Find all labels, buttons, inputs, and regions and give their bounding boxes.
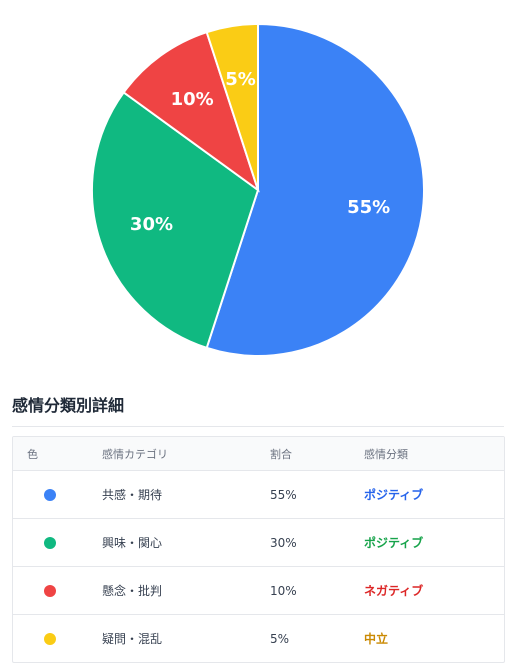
category-cell: 懸念・批判 [102,566,270,615]
category-cell: 疑問・混乱 [102,632,163,646]
table-row: 懸念・批判 10% ネガティブ [13,566,504,615]
details-table-container: 色 感情カテゴリ 割合 感情分類 共感・期待 55% ポジティブ 興味・関心 3… [12,436,505,663]
color-dot [44,537,56,549]
ratio-cell: 10% [270,566,364,615]
details-table: 色 感情カテゴリ 割合 感情分類 共感・期待 55% ポジティブ 興味・関心 3… [13,437,504,662]
ratio-cell: 30% [270,518,364,567]
sentiment-cell: 中立 [364,632,389,646]
slice-concern [122,30,260,193]
ratio-cell: 5% [270,631,290,646]
slice-percent-label: 30% [130,214,173,235]
slice-question [205,22,259,191]
color-dot [44,585,56,597]
table-row: 疑問・混乱 5% 中立 [13,615,504,663]
header-ratio: 割合 [270,437,364,471]
header-color: 色 [13,437,102,471]
slice-percent-label: 10% [171,89,214,110]
color-dot [44,489,56,501]
sentiment-cell: ポジティブ [364,470,504,519]
sentiment-cell: ネガティブ [364,566,504,615]
slice-percent-label: 55% [347,197,390,218]
table-header-row: 色 感情カテゴリ 割合 感情分類 [13,437,504,471]
header-category: 感情カテゴリ [102,437,270,471]
ratio-cell: 55% [270,470,364,519]
details-title: 感情分類別詳細 [12,392,504,427]
slice-percent-label: 5% [225,69,256,90]
slice-empathy [205,22,425,357]
table-row: 興味・関心 30% ポジティブ [13,518,504,567]
table-row: 共感・期待 55% ポジティブ [13,470,504,519]
category-cell: 共感・期待 [102,470,270,519]
category-cell: 興味・関心 [102,518,270,567]
pie-chart-area: 55% 30% 10% 5% [91,22,425,357]
pie-chart: 55% 30% 10% 5% [91,22,425,357]
header-sentiment: 感情分類 [364,437,504,471]
slice-interest [91,91,260,350]
color-dot [44,633,56,645]
sentiment-cell: ポジティブ [364,518,504,567]
